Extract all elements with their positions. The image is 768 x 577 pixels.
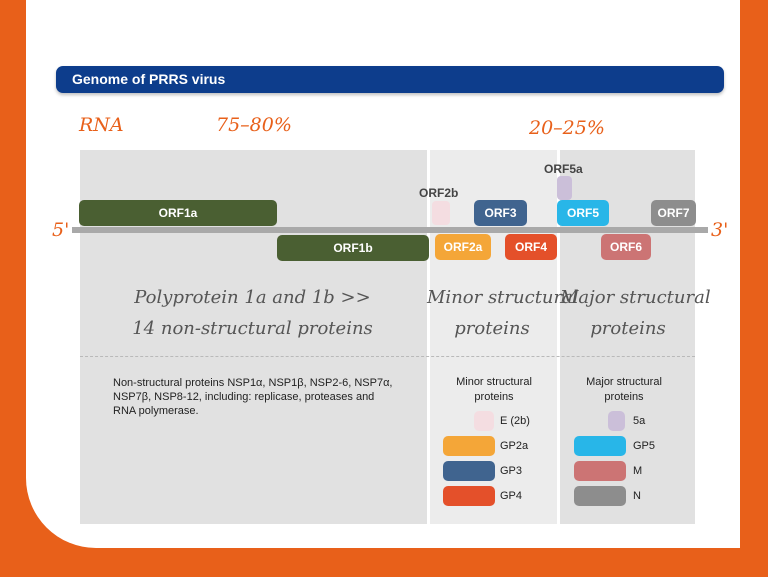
header-bar: Genome of PRRS virus [56,66,724,93]
region-divider-line [80,356,695,357]
legend-swatch-gp2a [443,436,495,456]
legend-swatch-gp4 [443,486,495,506]
orf7-block: ORF7 [651,200,696,226]
minor-structural-handwritten: Minor structural proteins [427,282,579,344]
percentage-nonstructural: 75–80% [216,114,292,136]
minor-legend-title: Minor structural proteins [456,376,532,403]
legend-swatch-gp5 [574,436,626,456]
orf2b-label: ORF2b [419,186,459,200]
nonstructural-description: Non-structural proteins NSP1α, NSP1β, NS… [113,377,393,417]
minor-line-2: proteins [454,318,530,339]
orf5a-label: ORF5a [544,162,583,176]
five-prime-label: 5' [52,219,70,241]
page-title: Genome of PRRS virus [72,71,226,87]
orf5-block: ORF5 [557,200,609,226]
legend-label-gp2a: GP2a [500,440,529,452]
minor-line-1: Minor structural [427,287,579,308]
legend-swatch-e2b [474,411,494,431]
orf4-block: ORF4 [505,234,557,260]
orf2b-block [432,201,450,225]
legend-swatch-n [574,486,626,506]
legend-label-n: N [633,490,641,502]
legend-swatch-gp3 [443,461,495,481]
orf5a-block [557,176,572,200]
legend-label-5a: 5a [633,415,646,427]
percentage-structural: 20–25% [529,117,605,139]
legend-swatch-5a [608,411,625,431]
genome-backbone [72,227,708,233]
legend-label-gp3: GP3 [500,465,523,477]
orf3-block: ORF3 [474,200,527,226]
major-line-1: Major structural [560,287,711,308]
nonstructural-line-1: Polyprotein 1a and 1b >> [134,287,371,308]
major-legend-title: Major structural proteins [586,376,662,403]
rna-label: RNA [79,114,124,136]
orf1a-block: ORF1a [79,200,277,226]
legend-label-m: M [633,465,643,477]
major-structural-handwritten: Major structural proteins [560,282,711,344]
three-prime-label: 3' [711,219,729,241]
major-line-2: proteins [590,318,666,339]
orf6-block: ORF6 [601,234,651,260]
legend-swatch-m [574,461,626,481]
nonstructural-handwritten: Polyprotein 1a and 1b >> 14 non-structur… [100,282,405,344]
legend-label-gp5: GP5 [633,440,656,452]
orf2a-block: ORF2a [435,234,491,260]
nonstructural-line-2: 14 non-structural proteins [132,318,373,339]
legend-label-gp4: GP4 [500,490,523,502]
orf1b-block: ORF1b [277,235,429,261]
legend-label-e2b: E (2b) [500,415,530,427]
